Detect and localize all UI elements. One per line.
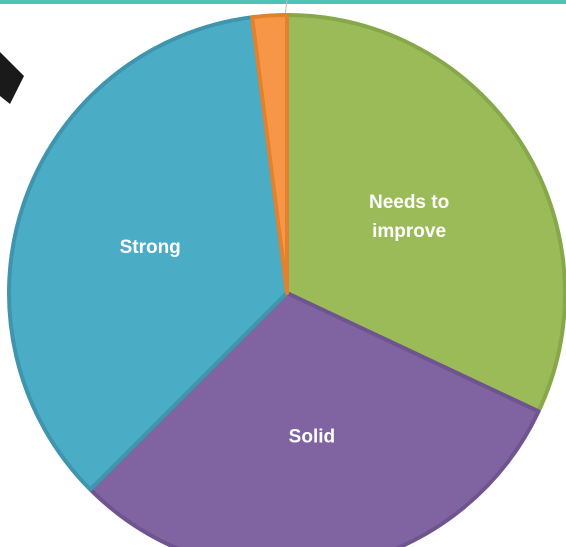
slice-label-1: Solid bbox=[289, 426, 335, 447]
slice-label-0: Needs to improve bbox=[369, 192, 449, 242]
pie-slices bbox=[6, 13, 566, 547]
slice-label-2: Strong bbox=[120, 237, 181, 258]
slice-label-line: Solid bbox=[289, 426, 335, 447]
header-rule bbox=[0, 0, 566, 4]
arrow-decoration bbox=[0, 52, 24, 104]
pie-slice-3 bbox=[250, 13, 289, 295]
pie-labels: Needs to improve Solid Strong bbox=[120, 192, 450, 447]
pie-slice-0 bbox=[285, 13, 566, 414]
pie-slice-1 bbox=[88, 291, 541, 547]
pie-slice-2 bbox=[6, 15, 289, 492]
slice-label-line: improve bbox=[372, 221, 446, 242]
slice-label-line: Needs to bbox=[369, 192, 449, 213]
slice-label-line: Strong bbox=[120, 237, 181, 258]
